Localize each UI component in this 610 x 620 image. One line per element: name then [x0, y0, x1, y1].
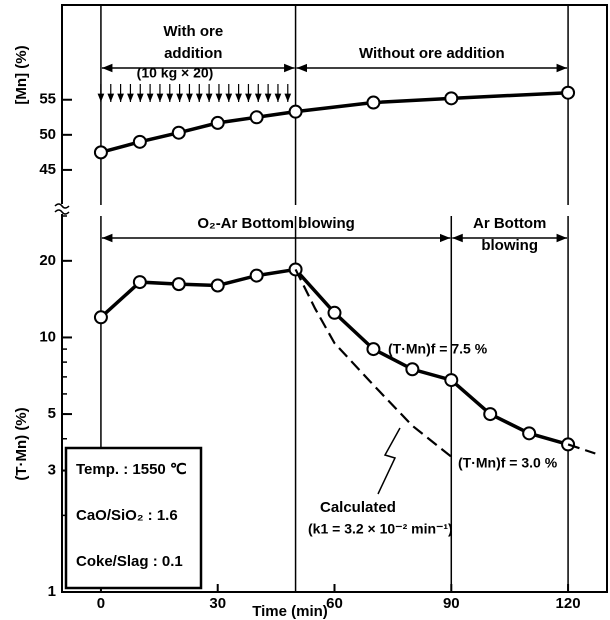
- dashed-line: [294, 268, 452, 458]
- x-tick-label: 90: [443, 595, 460, 612]
- dashed-line: [567, 443, 596, 455]
- data-point: [210, 278, 225, 293]
- y-tick-label: 3: [48, 462, 56, 479]
- x-axis-label: Time (min): [252, 603, 328, 620]
- x-tick-label: 0: [97, 595, 105, 612]
- condition: CaO/SiO₂ : 1.6: [76, 507, 178, 524]
- y-tick-label: 1: [48, 583, 56, 600]
- data-point: [561, 85, 576, 100]
- data-point: [93, 145, 108, 160]
- y-tick-label: 10: [39, 328, 56, 345]
- data-point: [405, 362, 420, 377]
- data-point: [93, 310, 108, 325]
- y-axis-label: [Mn] (%): [13, 45, 30, 104]
- y-axis-label: (T·Mn) (%): [13, 407, 30, 480]
- data-line: [99, 267, 569, 447]
- y-tick-label: 55: [39, 91, 56, 108]
- y-tick-label: 5: [48, 405, 56, 422]
- data-point: [132, 134, 147, 149]
- conditions-box: [64, 446, 203, 590]
- data-point: [444, 373, 459, 388]
- data-point: [288, 104, 303, 119]
- annotation: (T·Mn)f = 3.0 %: [458, 455, 558, 471]
- y-tick-label: 20: [39, 252, 56, 269]
- data-point: [444, 91, 459, 106]
- note: (10 kg × 20): [137, 65, 214, 81]
- data-point: [249, 268, 264, 283]
- series-label: Calculated: [320, 499, 396, 516]
- annotation: Ar Bottom blowing: [473, 215, 546, 254]
- x-tick-label: 30: [209, 595, 226, 612]
- x-tick-label: 60: [326, 595, 343, 612]
- annotation: (T·Mn)f = 7.5 %: [388, 341, 488, 357]
- data-point: [210, 115, 225, 130]
- data-point: [327, 305, 342, 320]
- annotation: Without ore addition: [359, 45, 505, 62]
- annotation: (k1 = 3.2 × 10⁻² min⁻¹): [308, 521, 453, 537]
- y-tick-label: 45: [39, 161, 56, 178]
- data-point: [483, 407, 498, 422]
- condition: Temp. : 1550 ℃: [76, 461, 187, 478]
- data-point: [366, 342, 381, 357]
- annotation: With ore addition: [163, 23, 223, 62]
- data-point: [522, 426, 537, 441]
- data-point: [249, 110, 264, 125]
- annotation: O₂-Ar Bottom blowing: [197, 215, 354, 232]
- data-point: [171, 125, 186, 140]
- leader: [377, 427, 401, 495]
- axis-break: [54, 203, 70, 215]
- x-tick-label: 120: [556, 595, 581, 612]
- data-point: [132, 275, 147, 290]
- data-point: [171, 277, 186, 292]
- condition: Coke/Slag : 0.1: [76, 553, 183, 570]
- data-line: [100, 90, 569, 155]
- axis-break: [55, 204, 69, 214]
- y-tick-label: 50: [39, 126, 56, 143]
- data-point: [366, 95, 381, 110]
